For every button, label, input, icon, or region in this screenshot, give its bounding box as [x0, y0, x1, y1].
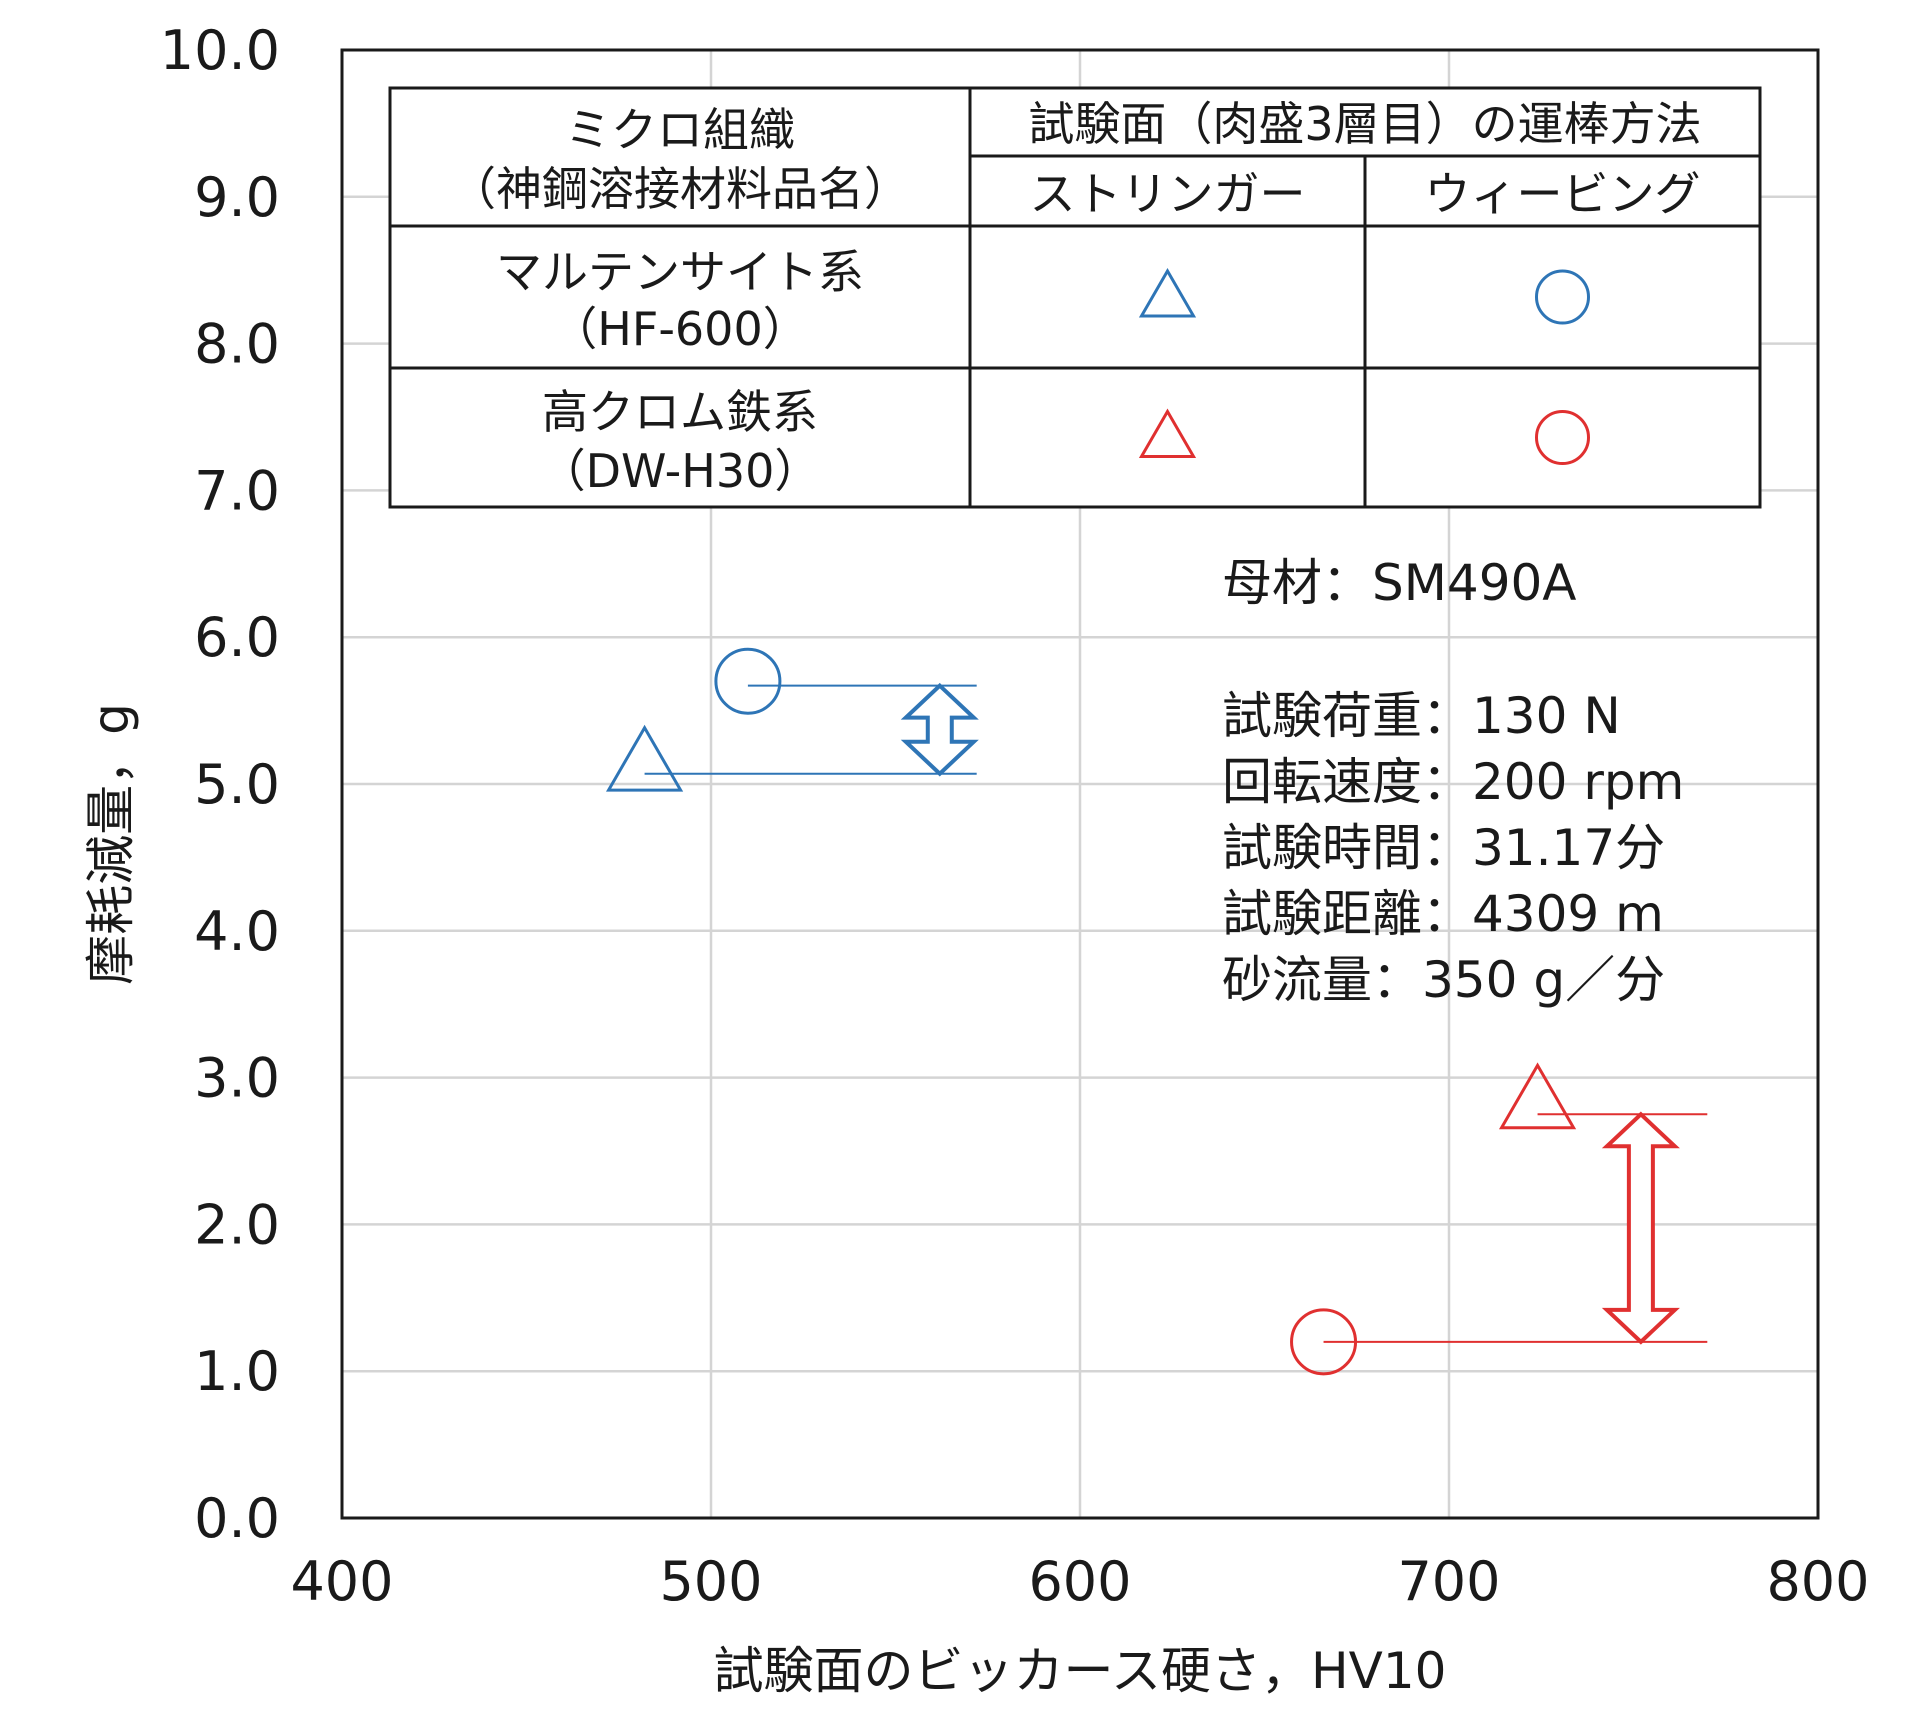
condition-load: 試験荷重：130 N — [1222, 687, 1621, 745]
condition-distance: 試験距離：4309 m — [1222, 885, 1664, 943]
y-tick-label: 5.0 — [194, 753, 280, 816]
y-tick-label: 4.0 — [194, 900, 280, 963]
y-tick-label: 2.0 — [194, 1193, 280, 1256]
y-tick-label: 6.0 — [194, 606, 280, 669]
data-point-triangle — [1498, 1062, 1577, 1130]
legend-background — [388, 86, 1762, 509]
x-axis-title: 試験面のビッカース硬さ，HV10 — [714, 1642, 1447, 1700]
difference-arrow — [900, 682, 979, 777]
legend-symbol-circle — [1535, 410, 1590, 465]
y-tick-label: 7.0 — [194, 459, 280, 522]
y-tick-label: 1.0 — [194, 1340, 280, 1403]
difference-arrow — [1601, 1111, 1680, 1345]
condition-speed: 回転速度：200 rpm — [1222, 753, 1684, 811]
legend-row-martensite-name: マルテンサイト系 — [496, 245, 864, 299]
x-tick-label: 700 — [1397, 1550, 1500, 1613]
y-tick-label: 10.0 — [160, 19, 280, 82]
x-tick-label: 400 — [290, 1550, 393, 1613]
condition-time: 試験時間：31.17分 — [1222, 819, 1665, 877]
legend-symbol-circle — [1535, 269, 1590, 325]
legend-header-product-name: （神鋼溶接材料品名） — [450, 162, 910, 216]
data-point-triangle — [605, 724, 684, 792]
plot-frame — [340, 48, 1820, 1520]
legend-header-stringer: ストリンガー — [1030, 167, 1306, 221]
x-tick-label: 500 — [659, 1550, 762, 1613]
legend-symbols — [1138, 267, 1590, 465]
legend-symbol-triangle — [1138, 408, 1197, 459]
y-tick-labels: 0.0 1.0 2.0 3.0 4.0 5.0 6.0 7.0 8.0 9.0 10.0 — [160, 19, 280, 1550]
legend-row-high-chrome-name: 高クロム鉄系 — [542, 385, 818, 439]
x-tick-label: 600 — [1028, 1550, 1131, 1613]
y-tick-label: 9.0 — [194, 166, 280, 229]
y-tick-label: 3.0 — [194, 1047, 280, 1110]
legend-symbol-triangle — [1138, 267, 1197, 318]
legend-header-microstructure: ミクロ組織 — [565, 103, 795, 157]
base-material-label: 母材：SM490A — [1222, 554, 1577, 612]
x-tick-label: 800 — [1766, 1550, 1869, 1613]
y-tick-label: 8.0 — [194, 313, 280, 376]
legend-row-martensite-product: （HF-600） — [551, 302, 808, 356]
data-markers — [605, 647, 1577, 1376]
legend-header-weld-method: 試験面（肉盛3層目）の運棒方法 — [1028, 97, 1701, 151]
legend-header-weaving: ウィービング — [1425, 167, 1701, 221]
legend-row-high-chrome-product: （DW-H30） — [540, 444, 821, 498]
legend-table: ミクロ組織 （神鋼溶接材料品名） 試験面（肉盛3層目）の運棒方法 ストリンガー … — [388, 86, 1762, 509]
difference-arrows — [900, 682, 1680, 1345]
data-point-circle — [1290, 1308, 1358, 1376]
legend-grid-lines — [390, 88, 1760, 507]
x-tick-labels: 400 500 600 700 800 — [290, 1550, 1869, 1613]
data-point-circle — [714, 647, 782, 715]
y-axis-title: 摩耗減量，g — [82, 703, 140, 985]
y-tick-label: 0.0 — [194, 1487, 280, 1550]
condition-sand-flow: 砂流量：350 g／分 — [1222, 951, 1665, 1009]
